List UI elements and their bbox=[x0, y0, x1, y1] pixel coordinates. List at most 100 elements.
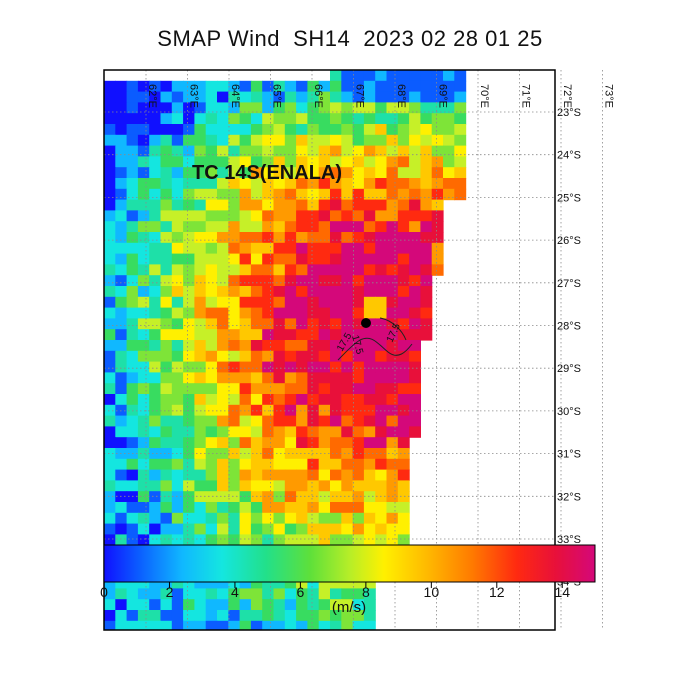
wind-cell bbox=[137, 210, 150, 222]
wind-cell bbox=[217, 145, 229, 157]
wind-cell bbox=[137, 296, 150, 309]
wind-cell bbox=[318, 296, 331, 309]
wind-cell bbox=[239, 469, 252, 481]
wind-cell bbox=[363, 599, 376, 611]
wind-cell bbox=[205, 350, 218, 363]
wind-cell bbox=[126, 199, 139, 211]
wind-cell bbox=[363, 372, 376, 384]
wind-cell bbox=[363, 221, 376, 233]
storm-label: TC 14S(ENALA) bbox=[192, 162, 342, 184]
wind-cell bbox=[228, 134, 241, 147]
wind-cell bbox=[330, 426, 342, 438]
wind-cell bbox=[217, 178, 229, 190]
wind-cell bbox=[341, 480, 354, 492]
wind-cell bbox=[363, 156, 376, 168]
wind-cell bbox=[307, 102, 320, 114]
wind-cell bbox=[194, 340, 207, 352]
wind-cell bbox=[341, 178, 354, 190]
wind-cell bbox=[296, 199, 308, 211]
wind-cell bbox=[149, 469, 162, 481]
wind-cell bbox=[217, 167, 229, 179]
wind-cell bbox=[194, 588, 207, 600]
wind-cell bbox=[217, 102, 229, 114]
wind-cell bbox=[217, 448, 229, 460]
wind-cell bbox=[217, 577, 229, 589]
wind-cell bbox=[104, 588, 116, 600]
wind-cell bbox=[454, 134, 467, 147]
wind-cell bbox=[307, 372, 320, 384]
wind-cell bbox=[104, 210, 116, 222]
wind-cell bbox=[296, 469, 308, 481]
wind-cell bbox=[284, 599, 297, 611]
wind-cell bbox=[183, 458, 195, 471]
wind-cell bbox=[330, 588, 342, 600]
latitude-label: 25°S bbox=[557, 192, 581, 204]
wind-cell bbox=[363, 620, 376, 630]
wind-cell bbox=[296, 221, 308, 233]
wind-cell bbox=[454, 145, 467, 157]
wind-cell bbox=[409, 264, 421, 276]
wind-cell bbox=[149, 178, 162, 190]
wind-cell bbox=[115, 577, 128, 589]
wind-cell bbox=[115, 350, 128, 363]
latitude-label: 32°S bbox=[557, 491, 581, 503]
wind-cell bbox=[375, 210, 388, 222]
wind-cell bbox=[307, 534, 320, 546]
wind-cell bbox=[352, 469, 365, 481]
wind-cell bbox=[330, 91, 342, 103]
wind-cell bbox=[307, 491, 320, 503]
wind-cell bbox=[115, 469, 128, 481]
wind-cell bbox=[171, 512, 184, 525]
wind-cell bbox=[318, 620, 331, 630]
wind-cell bbox=[171, 491, 184, 503]
wind-cell bbox=[217, 80, 229, 93]
wind-cell bbox=[137, 113, 150, 125]
wind-cell bbox=[363, 383, 376, 395]
wind-cell bbox=[443, 156, 455, 168]
contour-line bbox=[337, 337, 413, 361]
wind-cell bbox=[341, 458, 354, 471]
wind-cell bbox=[273, 134, 286, 147]
wind-cell bbox=[262, 318, 275, 330]
wind-cell bbox=[115, 178, 128, 190]
map-frame bbox=[103, 69, 556, 631]
wind-cell bbox=[250, 415, 263, 427]
wind-cell bbox=[239, 599, 252, 611]
wind-cell bbox=[409, 275, 421, 287]
wind-cell bbox=[363, 124, 376, 136]
wind-cell bbox=[149, 523, 162, 535]
wind-cell bbox=[194, 232, 207, 244]
wind-cell bbox=[228, 91, 241, 103]
wind-cell bbox=[137, 437, 150, 449]
wind-cell bbox=[318, 210, 331, 222]
wind-cell bbox=[205, 307, 218, 319]
wind-cell bbox=[239, 448, 252, 460]
wind-cell bbox=[160, 167, 173, 179]
wind-cell bbox=[149, 361, 162, 373]
wind-cell bbox=[104, 264, 116, 276]
wind-cell bbox=[397, 404, 410, 417]
wind-cell bbox=[386, 210, 399, 222]
wind-cell bbox=[341, 156, 354, 168]
wind-cell bbox=[104, 329, 116, 341]
wind-cell bbox=[115, 340, 128, 352]
wind-cell bbox=[296, 458, 308, 471]
wind-cell bbox=[126, 221, 139, 233]
wind-cell bbox=[375, 502, 388, 514]
wind-cell bbox=[352, 167, 365, 179]
wind-cell bbox=[194, 458, 207, 471]
wind-cell bbox=[284, 275, 297, 287]
wind-cell bbox=[160, 286, 173, 298]
wind-cell bbox=[239, 275, 252, 287]
wind-cell bbox=[126, 178, 139, 190]
wind-cell bbox=[262, 340, 275, 352]
wind-cell bbox=[183, 340, 195, 352]
wind-cell bbox=[194, 599, 207, 611]
wind-cell bbox=[149, 167, 162, 179]
wind-cell bbox=[183, 145, 195, 157]
wind-cell bbox=[115, 610, 128, 622]
wind-cell bbox=[409, 340, 421, 352]
wind-cell bbox=[262, 372, 275, 384]
wind-cell bbox=[352, 502, 365, 514]
wind-cell bbox=[273, 469, 286, 481]
